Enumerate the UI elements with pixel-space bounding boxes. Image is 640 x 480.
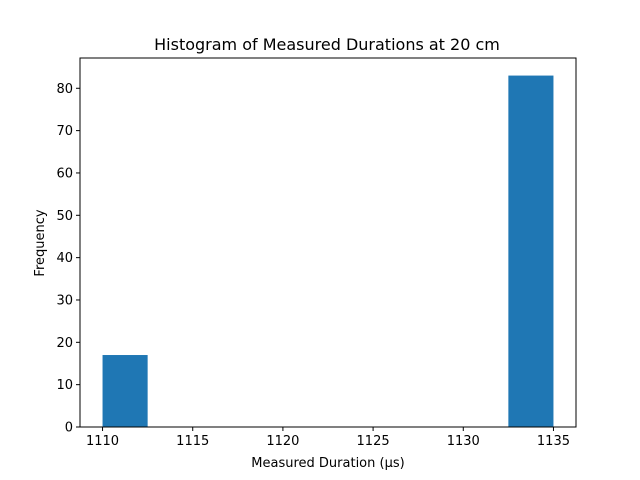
x-tick-label: 1130 (447, 434, 480, 449)
y-tick-label: 70 (56, 124, 73, 139)
chart-title: Histogram of Measured Durations at 20 cm (154, 35, 500, 54)
x-tick-label: 1135 (537, 434, 570, 449)
histogram-bar-0 (102, 355, 148, 427)
y-tick-label: 10 (56, 378, 73, 393)
y-tick-label: 30 (56, 293, 73, 308)
y-tick-label: 80 (56, 82, 73, 97)
y-tick-label: 60 (56, 166, 73, 181)
y-tick-label: 50 (56, 209, 73, 224)
histogram-bar-9 (508, 75, 554, 428)
y-tick-label: 0 (65, 421, 73, 436)
y-tick-label: 20 (56, 336, 73, 351)
x-axis-ticks: 1110 1115 1120 1125 1130 1135 (86, 427, 570, 449)
bars-group (102, 75, 554, 428)
y-tick-label: 40 (56, 251, 73, 266)
x-tick-label: 1125 (357, 434, 390, 449)
x-axis-label: Measured Duration (µs) (251, 456, 404, 471)
x-tick-label: 1120 (266, 434, 299, 449)
plot-frame (79, 57, 577, 428)
y-axis-ticks: 0 10 20 30 40 50 60 70 80 (56, 82, 80, 436)
x-tick-label: 1115 (176, 434, 209, 449)
y-axis-label: Frequency (33, 209, 48, 276)
x-tick-label: 1110 (86, 434, 119, 449)
